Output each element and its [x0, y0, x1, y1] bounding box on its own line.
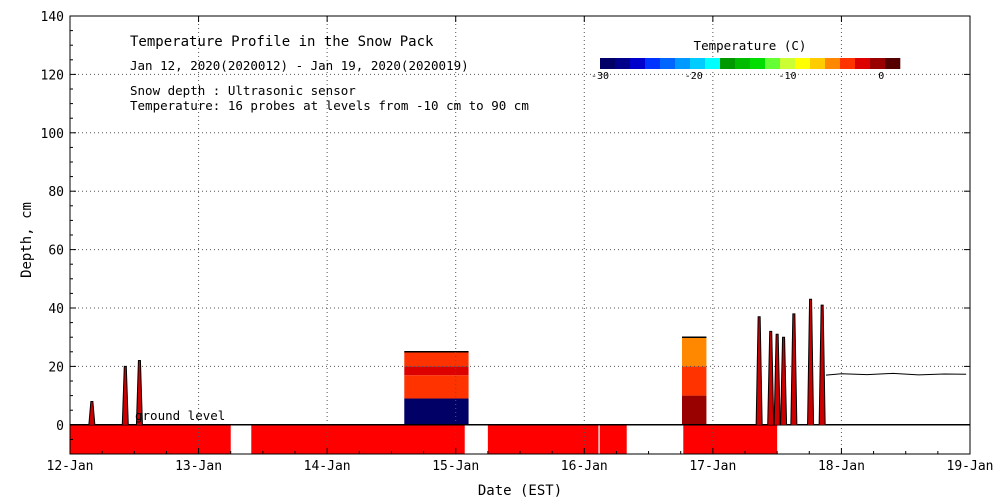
snow-depth-spike: [818, 304, 826, 425]
colorbar-tick-label: 0: [878, 71, 884, 82]
x-tick-label: 17-Jan: [689, 459, 736, 474]
snow-depth-spike: [807, 298, 815, 425]
x-tick-label: 18-Jan: [818, 459, 865, 474]
y-tick-label: 120: [41, 68, 64, 83]
colorbar-cell: [750, 58, 766, 69]
colorbar-cell: [645, 58, 661, 69]
snow-depth-spike: [773, 333, 781, 425]
colorbar-cell: [675, 58, 691, 69]
y-tick-label: 0: [56, 419, 64, 434]
y-tick-label: 40: [48, 302, 64, 317]
colorbar-cell: [735, 58, 751, 69]
y-axis-label: Depth, cm: [19, 202, 35, 278]
colorbar-cell: [630, 58, 646, 69]
snow-depth-spike: [780, 336, 788, 425]
ground-temperature-segment: [683, 424, 778, 454]
snow-temperature-layer: [404, 366, 469, 376]
colorbar-cell: [795, 58, 811, 69]
snow-temperature-layer: [404, 351, 469, 367]
ground-temperature-segment: [487, 424, 599, 454]
colorbar-title: Temperature (C): [694, 38, 807, 53]
colorbar-tick-label: -10: [778, 71, 796, 82]
colorbar-cell: [885, 58, 901, 69]
note-temperature: Temperature: 16 probes at levels from -1…: [130, 98, 529, 113]
ground-temperature-segment: [251, 424, 465, 454]
ground-temperature-segment: [70, 424, 231, 454]
grid-lines: [70, 16, 970, 454]
y-tick-label: 60: [48, 244, 64, 259]
y-tick-label: 20: [48, 360, 64, 375]
x-tick-label: 12-Jan: [47, 459, 94, 474]
ground-temperature-segment: [599, 424, 627, 454]
colorbar-cell: [780, 58, 796, 69]
ground-temperature-band: [70, 424, 778, 454]
snow-temperature-layer: [404, 375, 469, 399]
colorbar-cell: [690, 58, 706, 69]
snow-temperature-profiles: [404, 336, 707, 425]
ground-level-label: ground level: [135, 408, 225, 423]
snow-depth-spike: [767, 330, 775, 425]
snow-depth-spike: [88, 400, 96, 425]
snow-temperature-layer: [682, 395, 707, 425]
snow-temperature-layer: [682, 337, 707, 367]
x-tick-label: 14-Jan: [304, 459, 351, 474]
snow-depth-spikes: [88, 298, 826, 425]
note-snow-depth: Snow depth : Ultrasonic sensor: [130, 83, 356, 98]
plot-frame: [69, 15, 971, 455]
temperature-colorbar: Temperature (C) -30 -20 -10 0: [591, 38, 901, 82]
colorbar-tick-label: -20: [685, 71, 703, 82]
colorbar-cell: [615, 58, 631, 69]
colorbar-cell: [720, 58, 736, 69]
colorbar-cell: [600, 58, 616, 69]
snow-depth-trace: [825, 372, 967, 376]
x-tick-label: 19-Jan: [947, 459, 994, 474]
colorbar-cell: [855, 58, 871, 69]
y-tick-label: 140: [41, 10, 64, 25]
colorbar-cell: [705, 58, 721, 69]
chart-title: Temperature Profile in the Snow Pack: [130, 34, 434, 50]
colorbar-cell: [810, 58, 826, 69]
snow-depth-spike: [135, 360, 143, 425]
x-tick-label: 16-Jan: [561, 459, 608, 474]
chart-subtitle: Jan 12, 2020(2020012) - Jan 19, 2020(202…: [130, 58, 469, 73]
colorbar-cell: [840, 58, 856, 69]
y-tick-label: 100: [41, 127, 64, 142]
snow-temperature-layer: [404, 398, 469, 425]
y-tick-label: 80: [48, 185, 64, 200]
snow-depth-spike: [790, 313, 798, 425]
x-axis-ticks: 12-Jan 13-Jan 14-Jan 15-Jan 16-Jan 17-Jan 18-J…: [47, 16, 994, 474]
colorbar-cell: [825, 58, 841, 69]
colorbar-cell: [870, 58, 886, 69]
x-tick-label: 13-Jan: [175, 459, 222, 474]
snow-temperature-layer: [682, 366, 707, 396]
colorbar-tick-label: -30: [591, 71, 609, 82]
colorbar-cell: [660, 58, 676, 69]
snow-depth-spike: [755, 316, 763, 425]
colorbar-cell: [765, 58, 781, 69]
y-axis-ticks: 0 20 40 60 80 100 120 140: [41, 10, 970, 455]
x-tick-label: 15-Jan: [432, 459, 479, 474]
x-axis-label: Date (EST): [478, 483, 562, 499]
snow-depth-spike: [121, 365, 129, 425]
